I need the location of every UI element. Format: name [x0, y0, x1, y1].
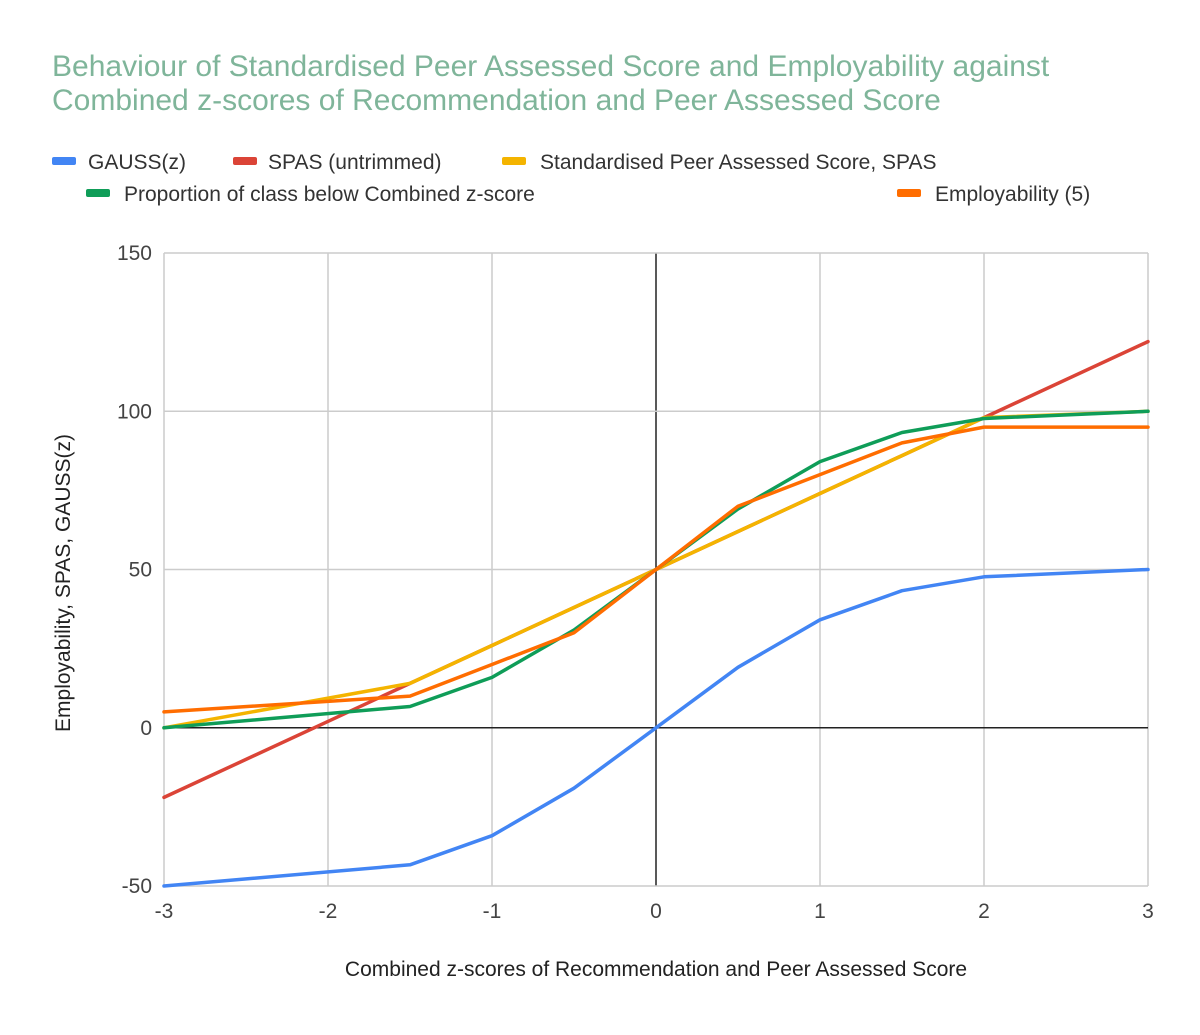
legend-label-gauss: GAUSS(z) [88, 151, 186, 174]
legend-swatch-spas-untrimmed [233, 157, 257, 165]
legend-swatch-employability [897, 189, 921, 197]
legend-label-spas: Standardised Peer Assessed Score, SPAS [540, 151, 937, 174]
legend-swatch-spas [502, 157, 526, 165]
y-tick-label: -50 [122, 875, 152, 898]
x-tick-label: 0 [650, 900, 662, 923]
legend-item-gauss[interactable]: GAUSS(z) [52, 151, 186, 174]
tick-labels: -3 -2 -1 0 1 2 3 -50 0 50 100 150 [117, 242, 1154, 923]
x-tick-label: 1 [814, 900, 826, 923]
x-tick-label: -2 [319, 900, 338, 923]
legend-item-spas-untrimmed[interactable]: SPAS (untrimmed) [233, 151, 442, 174]
x-tick-label: 2 [978, 900, 990, 923]
x-tick-label: -1 [483, 900, 502, 923]
y-tick-label: 0 [140, 717, 152, 740]
x-tick-label: -3 [155, 900, 174, 923]
y-axis-title: Employability, SPAS, GAUSS(z) [52, 434, 75, 732]
y-tick-label: 150 [117, 242, 152, 265]
legend-swatch-proportion [86, 189, 110, 197]
series-lines [162, 339, 1150, 888]
legend-item-proportion[interactable]: Proportion of class below Combined z-sco… [86, 183, 535, 206]
chart-title-line-1: Behaviour of Standardised Peer Assessed … [52, 50, 1050, 83]
legend: GAUSS(z) SPAS (untrimmed) Standardised P… [52, 151, 1090, 206]
legend-swatch-gauss [52, 157, 76, 165]
y-tick-label: 50 [129, 559, 152, 582]
series-line-employability [162, 425, 1150, 714]
legend-item-employability[interactable]: Employability (5) [897, 183, 1090, 206]
chart-title-line-2: Combined z-scores of Recommendation and … [52, 84, 941, 117]
series-line-gauss [162, 567, 1150, 888]
legend-label-employability: Employability (5) [935, 183, 1090, 206]
y-tick-label: 100 [117, 400, 152, 423]
legend-label-spas-untrimmed: SPAS (untrimmed) [268, 151, 442, 174]
legend-item-spas[interactable]: Standardised Peer Assessed Score, SPAS [502, 151, 937, 174]
chart-title: Behaviour of Standardised Peer Assessed … [52, 50, 1050, 117]
x-tick-label: 3 [1142, 900, 1154, 923]
x-axis-title: Combined z-scores of Recommendation and … [345, 958, 967, 981]
legend-label-proportion: Proportion of class below Combined z-sco… [124, 183, 535, 206]
